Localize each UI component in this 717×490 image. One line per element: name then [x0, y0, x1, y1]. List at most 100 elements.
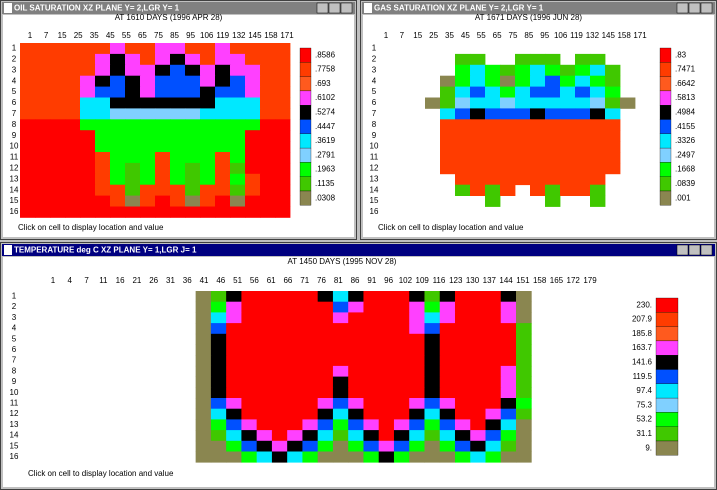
- cell[interactable]: [485, 162, 501, 175]
- cell[interactable]: [260, 195, 276, 207]
- cell[interactable]: [245, 173, 261, 186]
- cell[interactable]: [50, 195, 66, 207]
- cell[interactable]: [332, 430, 349, 442]
- cell[interactable]: [256, 355, 273, 367]
- cell[interactable]: [230, 173, 246, 186]
- cell[interactable]: [605, 119, 621, 131]
- cell[interactable]: [140, 130, 156, 142]
- cell[interactable]: [516, 291, 532, 303]
- cell[interactable]: [545, 53, 561, 66]
- cell[interactable]: [35, 206, 51, 218]
- cell[interactable]: [545, 97, 561, 109]
- cell[interactable]: [275, 184, 291, 196]
- cell[interactable]: [378, 301, 395, 313]
- cell[interactable]: [590, 53, 606, 66]
- cell[interactable]: [378, 344, 395, 356]
- minimize-button[interactable]: [676, 244, 689, 256]
- cell[interactable]: [50, 97, 66, 109]
- cell[interactable]: [470, 108, 486, 120]
- cell[interactable]: [590, 184, 606, 196]
- cell[interactable]: [271, 408, 288, 420]
- cell[interactable]: [226, 323, 242, 335]
- cell[interactable]: [332, 333, 349, 345]
- cell[interactable]: [439, 344, 456, 356]
- cell[interactable]: [454, 355, 471, 367]
- cell[interactable]: [378, 355, 395, 367]
- cell[interactable]: [226, 398, 242, 410]
- cell[interactable]: [226, 344, 242, 356]
- cell[interactable]: [50, 64, 66, 77]
- cell[interactable]: [393, 408, 410, 420]
- cell[interactable]: [95, 195, 111, 207]
- cell[interactable]: [439, 398, 456, 410]
- cell[interactable]: [20, 64, 36, 77]
- cell[interactable]: [470, 75, 486, 87]
- cell[interactable]: [65, 130, 81, 142]
- cell[interactable]: [95, 43, 111, 55]
- cell[interactable]: [409, 291, 425, 303]
- cell[interactable]: [35, 75, 51, 87]
- cell[interactable]: [260, 86, 276, 98]
- cell[interactable]: [170, 152, 186, 164]
- cell[interactable]: [317, 440, 334, 452]
- cell[interactable]: [215, 86, 231, 98]
- cell[interactable]: [210, 291, 227, 303]
- cell[interactable]: [110, 43, 126, 55]
- cell[interactable]: [363, 333, 380, 345]
- cell[interactable]: [35, 53, 51, 66]
- cell[interactable]: [185, 108, 201, 120]
- cell[interactable]: [210, 408, 227, 420]
- cell[interactable]: [560, 162, 576, 175]
- cell[interactable]: [65, 173, 81, 186]
- cell[interactable]: [226, 376, 242, 388]
- cell[interactable]: [226, 291, 242, 303]
- cell[interactable]: [454, 376, 471, 388]
- cell[interactable]: [500, 184, 516, 196]
- cell[interactable]: [50, 43, 66, 55]
- cell[interactable]: [185, 130, 201, 142]
- cell[interactable]: [271, 344, 288, 356]
- cell[interactable]: [530, 97, 546, 109]
- cell[interactable]: [271, 451, 288, 463]
- cell[interactable]: [545, 75, 561, 87]
- cell[interactable]: [317, 291, 334, 303]
- cell[interactable]: [110, 130, 126, 142]
- cell[interactable]: [65, 162, 81, 175]
- cell[interactable]: [125, 184, 141, 196]
- cell[interactable]: [530, 152, 546, 164]
- cell[interactable]: [605, 64, 621, 77]
- cell[interactable]: [500, 312, 517, 324]
- cell[interactable]: [35, 86, 51, 98]
- cell[interactable]: [256, 291, 273, 303]
- cell[interactable]: [424, 365, 441, 377]
- cell[interactable]: [470, 408, 486, 420]
- cell[interactable]: [50, 173, 66, 186]
- cell[interactable]: [348, 291, 364, 303]
- cell[interactable]: [215, 184, 231, 196]
- cell[interactable]: [575, 108, 591, 120]
- cell[interactable]: [302, 376, 319, 388]
- cell[interactable]: [271, 323, 288, 335]
- cell[interactable]: [455, 162, 471, 175]
- cell[interactable]: [215, 173, 231, 186]
- cell[interactable]: [575, 75, 591, 87]
- cell[interactable]: [485, 398, 502, 410]
- cell[interactable]: [200, 195, 216, 207]
- cell[interactable]: [125, 86, 141, 98]
- cell[interactable]: [348, 408, 364, 420]
- cell[interactable]: [470, 376, 486, 388]
- cell[interactable]: [409, 451, 425, 463]
- cell[interactable]: [95, 130, 111, 142]
- cell[interactable]: [125, 53, 141, 66]
- cell[interactable]: [245, 97, 261, 109]
- cell[interactable]: [393, 376, 410, 388]
- cell[interactable]: [409, 344, 425, 356]
- cell[interactable]: [348, 312, 364, 324]
- cell[interactable]: [80, 184, 96, 196]
- cell[interactable]: [80, 86, 96, 98]
- cell[interactable]: [245, 75, 261, 87]
- cell[interactable]: [302, 344, 319, 356]
- cell[interactable]: [439, 355, 456, 367]
- cell[interactable]: [215, 53, 231, 66]
- cell[interactable]: [500, 355, 517, 367]
